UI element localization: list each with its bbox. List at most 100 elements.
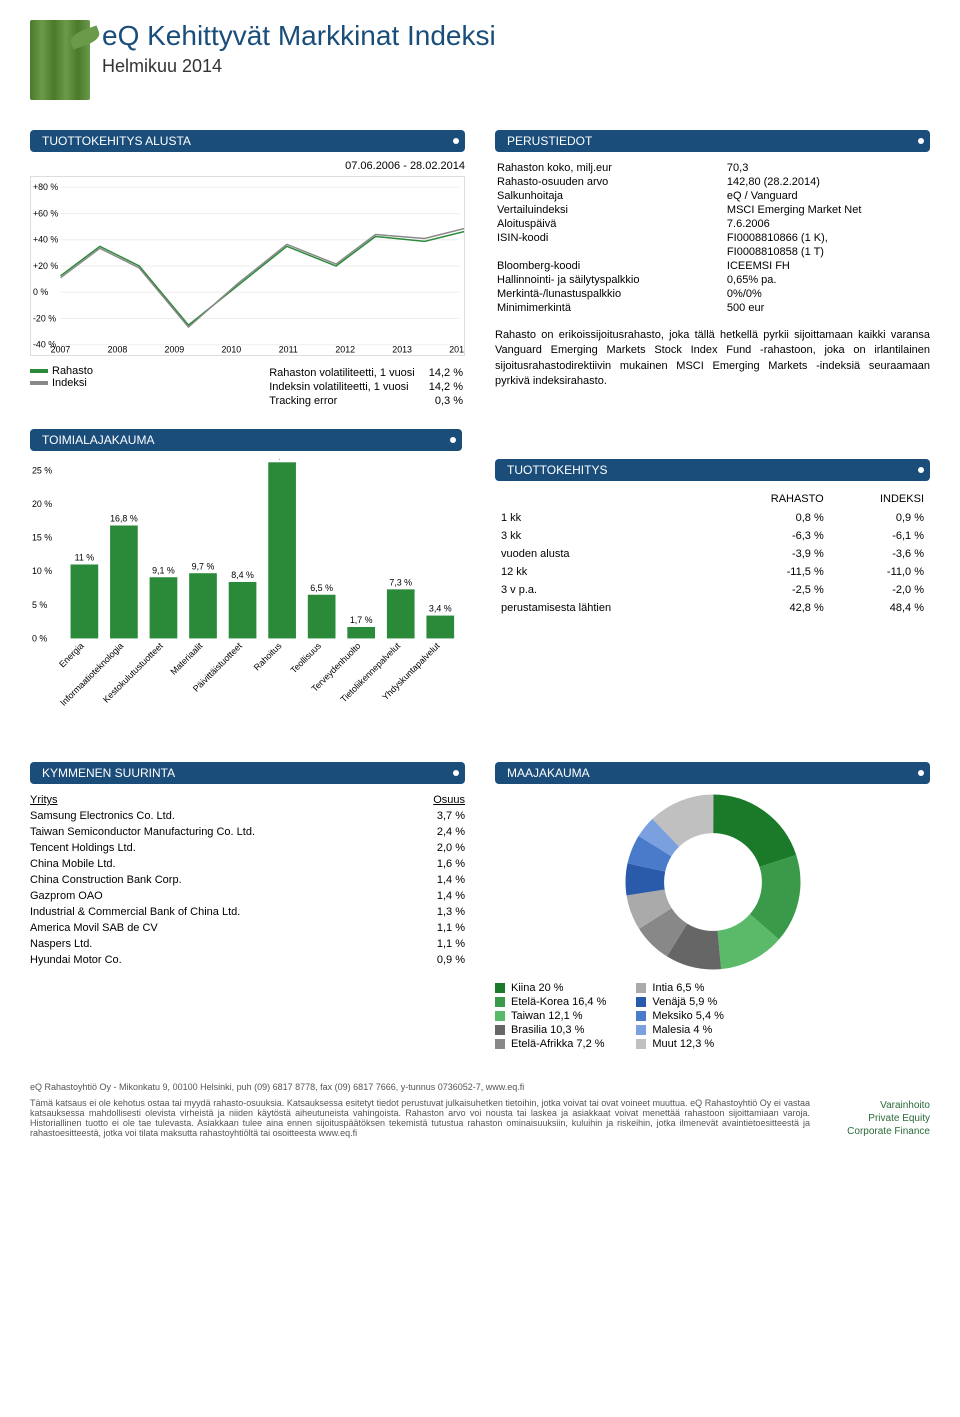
- perf-row: 12 kk-11,5 %-11,0 %: [495, 563, 930, 581]
- country-item: Etelä-Korea 16,4 %: [495, 996, 606, 1008]
- logo-image: [30, 20, 90, 100]
- info-row: Hallinnointi- ja säilytyspalkkio0,65% pa…: [497, 274, 928, 286]
- info-row: Bloomberg-koodiICEEMSI FH: [497, 260, 928, 272]
- info-row: VertailuindeksiMSCI Emerging Market Net: [497, 204, 928, 216]
- vol-row: Indeksin volatiliteetti, 1 vuosi14,2 %: [269, 381, 463, 393]
- perf-row: 3 v p.a.-2,5 %-2,0 %: [495, 581, 930, 599]
- section-header-sector: TOIMIALAJAKAUMA: [30, 429, 462, 451]
- info-row: FI0008810858 (1 T): [497, 246, 928, 258]
- holding-row: Naspers Ltd.1,1 %: [30, 936, 465, 952]
- country-item: Meksiko 5,4 %: [636, 1010, 724, 1022]
- svg-text:-20 %: -20 %: [33, 313, 56, 323]
- section-header-perf: TUOTTOKEHITYS: [495, 459, 930, 481]
- svg-text:6,5 %: 6,5 %: [310, 583, 333, 593]
- svg-text:0 %: 0 %: [33, 287, 48, 297]
- svg-text:2008: 2008: [108, 345, 128, 355]
- svg-text:3,4 %: 3,4 %: [429, 604, 452, 614]
- country-item: Venäjä 5,9 %: [636, 996, 724, 1008]
- svg-text:26,2 %: 26,2 %: [268, 459, 296, 460]
- holding-row: America Movil SAB de CV1,1 %: [30, 920, 465, 936]
- holding-row: China Mobile Ltd.1,6 %: [30, 856, 465, 872]
- svg-text:7,3 %: 7,3 %: [389, 577, 412, 587]
- country-item: Malesia 4 %: [636, 1024, 724, 1036]
- svg-text:5 %: 5 %: [32, 600, 47, 610]
- country-item: Intia 6,5 %: [636, 982, 724, 994]
- svg-text:Energia: Energia: [57, 641, 86, 670]
- svg-text:2009: 2009: [165, 345, 185, 355]
- country-item: Muut 12,3 %: [636, 1038, 724, 1050]
- country-item: Etelä-Afrikka 7,2 %: [495, 1038, 606, 1050]
- svg-text:2010: 2010: [221, 345, 241, 355]
- footer: eQ Rahastoyhtiö Oy - Mikonkatu 9, 00100 …: [30, 1082, 930, 1138]
- svg-text:2007: 2007: [51, 345, 71, 355]
- svg-text:25 %: 25 %: [32, 465, 52, 475]
- holding-row: Hyundai Motor Co.0,9 %: [30, 952, 465, 968]
- svg-text:2013: 2013: [392, 345, 412, 355]
- holding-row: Gazprom OAO1,4 %: [30, 888, 465, 904]
- svg-text:2012: 2012: [335, 345, 355, 355]
- legend-item: Rahasto: [30, 365, 93, 377]
- holding-row: Samsung Electronics Co. Ltd.3,7 %: [30, 808, 465, 824]
- perf-row: 3 kk-6,3 %-6,1 %: [495, 527, 930, 545]
- country-item: Taiwan 12,1 %: [495, 1010, 606, 1022]
- svg-text:9,1 %: 9,1 %: [152, 565, 175, 575]
- info-row: SalkunhoitajaeQ / Vanguard: [497, 190, 928, 202]
- header: eQ Kehittyvät Markkinat Indeksi Helmikuu…: [30, 20, 930, 100]
- line-chart: +80 %+60 %+40 %+20 %0 %-20 %-40 % 200720…: [30, 176, 465, 356]
- country-donut-chart: [623, 792, 803, 972]
- svg-text:Rahoitus: Rahoitus: [252, 640, 284, 672]
- country-item: Brasilia 10,3 %: [495, 1024, 606, 1036]
- fund-description: Rahasto on erikoissijoitusrahasto, joka …: [495, 328, 930, 390]
- vol-row: Tracking error0,3 %: [269, 395, 463, 407]
- svg-text:16,8 %: 16,8 %: [110, 514, 138, 524]
- info-row: Merkintä-/lunastuspalkkio0%/0%: [497, 288, 928, 300]
- line-chart-legend: RahastoIndeksi Rahaston volatiliteetti, …: [30, 365, 465, 409]
- footer-contact: eQ Rahastoyhtiö Oy - Mikonkatu 9, 00100 …: [30, 1082, 810, 1092]
- section-header-basic: PERUSTIEDOT: [495, 130, 930, 152]
- section-header-country: MAAJAKAUMA: [495, 762, 930, 784]
- svg-text:+40 %: +40 %: [33, 235, 58, 245]
- info-row: Rahasto-osuuden arvo142,80 (28.2.2014): [497, 176, 928, 188]
- vol-row: Rahaston volatiliteetti, 1 vuosi14,2 %: [269, 367, 463, 379]
- info-row: ISIN-koodiFI0008810866 (1 K),: [497, 232, 928, 244]
- perf-row: 1 kk0,8 %0,9 %: [495, 509, 930, 527]
- legend-item: Indeksi: [30, 377, 93, 389]
- top10-table: YritysOsuusSamsung Electronics Co. Ltd.3…: [30, 792, 465, 968]
- perf-header-rahasto: RAHASTO: [713, 489, 829, 509]
- section-header-perf-chart: TUOTTOKEHITYS ALUSTA: [30, 130, 465, 152]
- holding-row: Industrial & Commercial Bank of China Lt…: [30, 904, 465, 920]
- footer-badge: VarainhoitoPrivate EquityCorporate Finan…: [847, 1099, 930, 1138]
- holding-row: Tencent Holdings Ltd.2,0 %: [30, 840, 465, 856]
- country-item: Kiina 20 %: [495, 982, 606, 994]
- holding-row: Taiwan Semiconductor Manufacturing Co. L…: [30, 824, 465, 840]
- chart-date-range: 07.06.2006 - 28.02.2014: [30, 160, 465, 172]
- perf-row: vuoden alusta-3,9 %-3,6 %: [495, 545, 930, 563]
- info-row: Aloituspäivä7.6.2006: [497, 218, 928, 230]
- page-title: eQ Kehittyvät Markkinat Indeksi: [102, 20, 496, 52]
- footer-disclaimer: Tämä katsaus ei ole kehotus ostaa tai my…: [30, 1098, 810, 1138]
- svg-text:2014: 2014: [449, 345, 465, 355]
- info-row: Minimimerkintä500 eur: [497, 302, 928, 314]
- svg-text:9,7 %: 9,7 %: [192, 561, 215, 571]
- svg-text:0 %: 0 %: [32, 633, 47, 643]
- svg-text:+60 %: +60 %: [33, 208, 58, 218]
- svg-text:20 %: 20 %: [32, 499, 52, 509]
- svg-text:15 %: 15 %: [32, 533, 52, 543]
- svg-text:11 %: 11 %: [75, 553, 95, 563]
- sector-bar-chart: 25 %20 %15 %10 %5 %0 %11 %Energia16,8 %I…: [30, 459, 465, 719]
- info-row: Rahaston koko, milj.eur70,3: [497, 162, 928, 174]
- svg-text:+80 %: +80 %: [33, 182, 58, 192]
- svg-text:Materiaalit: Materiaalit: [168, 640, 204, 676]
- performance-table: RAHASTOINDEKSI1 kk0,8 %0,9 %3 kk-6,3 %-6…: [495, 489, 930, 617]
- page-subtitle: Helmikuu 2014: [102, 56, 496, 77]
- svg-text:Teollisuus: Teollisuus: [288, 640, 323, 675]
- svg-text:+20 %: +20 %: [33, 261, 58, 271]
- svg-text:1,7 %: 1,7 %: [350, 615, 373, 625]
- holding-row: China Construction Bank Corp.1,4 %: [30, 872, 465, 888]
- section-header-top10: KYMMENEN SUURINTA: [30, 762, 465, 784]
- perf-row: perustamisesta lähtien42,8 %48,4 %: [495, 599, 930, 617]
- holdings-header-name: Yritys: [30, 792, 411, 808]
- perf-header-indeksi: INDEKSI: [830, 489, 930, 509]
- basic-info-table: Rahaston koko, milj.eur70,3 Rahasto-osuud…: [495, 160, 930, 316]
- svg-text:8,4 %: 8,4 %: [231, 570, 254, 580]
